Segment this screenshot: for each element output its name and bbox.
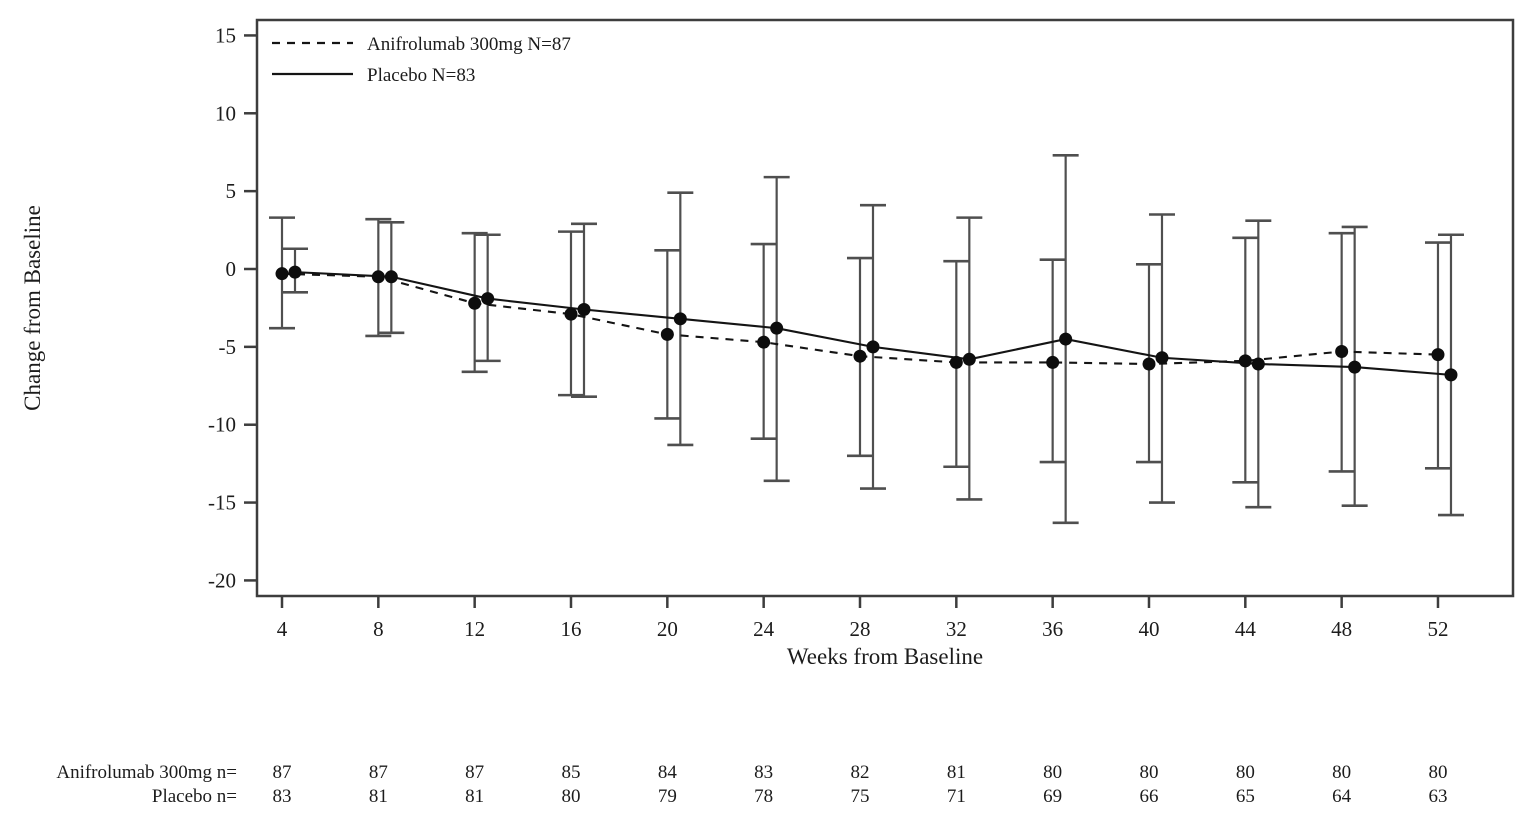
- at-risk-value: 81: [369, 786, 388, 807]
- x-axis: 4 8 12 16 20 24 28 32 36 40 44 48 52: [277, 596, 1448, 641]
- x-axis-title: Weeks from Baseline: [787, 644, 983, 669]
- at-risk-value: 66: [1139, 786, 1158, 807]
- plot-frame: [255, 18, 1515, 598]
- at-risk-value: 83: [273, 786, 292, 807]
- at-risk-value: 80: [1332, 762, 1351, 783]
- at-risk-value: 71: [947, 786, 966, 807]
- x-tick-label: 48: [1331, 617, 1352, 641]
- at-risk-value: 83: [754, 762, 773, 783]
- x-tick-label: 52: [1427, 617, 1448, 641]
- data-point: [1251, 357, 1265, 371]
- data-point: [1142, 357, 1156, 371]
- data-point: [660, 327, 674, 341]
- data-point: [757, 335, 771, 349]
- data-point: [1238, 354, 1252, 368]
- x-tick-label: 8: [373, 617, 384, 641]
- at-risk-value: 81: [465, 786, 484, 807]
- at-risk-table: Anifrolumab 300mg n= 87 87 87 85 84 83 82 81 80 80…: [56, 762, 1447, 807]
- at-risk-value: 79: [658, 786, 677, 807]
- legend: Anifrolumab 300mg N=87 Placebo N=83: [272, 34, 571, 86]
- x-tick-label: 44: [1235, 617, 1257, 641]
- at-risk-value: 80: [1236, 762, 1255, 783]
- legend-label: Placebo N=83: [367, 65, 475, 86]
- y-tick-label: -10: [208, 413, 236, 437]
- data-point: [1046, 355, 1060, 369]
- data-point: [949, 355, 963, 369]
- x-tick-label: 12: [464, 617, 485, 641]
- x-tick-label: 40: [1138, 617, 1159, 641]
- data-point: [673, 312, 687, 326]
- data-point: [1155, 351, 1169, 365]
- x-tick-label: 28: [849, 617, 870, 641]
- x-tick-label: 4: [277, 617, 288, 641]
- at-risk-value: 80: [1139, 762, 1158, 783]
- y-tick-label: -20: [208, 568, 236, 592]
- at-risk-value: 84: [658, 762, 678, 783]
- at-risk-value: 87: [465, 762, 484, 783]
- at-risk-value: 80: [1043, 762, 1062, 783]
- x-tick-label: 16: [560, 617, 581, 641]
- at-risk-value: 64: [1332, 786, 1352, 807]
- legend-label: Anifrolumab 300mg N=87: [367, 34, 571, 55]
- y-tick-label: -5: [219, 335, 237, 359]
- at-risk-value: 80: [1428, 762, 1447, 783]
- x-tick-label: 20: [657, 617, 678, 641]
- y-tick-label: -15: [208, 491, 236, 515]
- at-risk-value: 75: [850, 786, 869, 807]
- data-point: [288, 265, 302, 279]
- error-bars-placebo: [282, 154, 1464, 525]
- data-point: [770, 321, 784, 335]
- markers-placebo: [288, 265, 1458, 382]
- data-point: [275, 267, 289, 281]
- data-point: [1431, 348, 1445, 362]
- data-point: [384, 270, 398, 284]
- data-point: [866, 340, 880, 354]
- data-point: [1335, 345, 1349, 359]
- markers-anifrolumab: [275, 267, 1445, 371]
- at-risk-value: 81: [947, 762, 966, 783]
- data-point: [962, 352, 976, 366]
- x-tick-label: 24: [753, 617, 775, 641]
- y-tick-label: 15: [215, 23, 236, 47]
- data-point: [371, 270, 385, 284]
- data-point: [468, 296, 482, 310]
- data-point: [1348, 360, 1362, 374]
- y-tick-label: 0: [226, 257, 237, 281]
- data-point: [1444, 368, 1458, 382]
- at-risk-value: 78: [754, 786, 773, 807]
- data-point: [564, 307, 578, 321]
- at-risk-row-label: Placebo n=: [152, 786, 237, 807]
- y-axis: 15 10 5 0 -5 -10 -15 -20: [208, 23, 257, 592]
- at-risk-value: 65: [1236, 786, 1255, 807]
- at-risk-value: 82: [850, 762, 869, 783]
- data-point: [577, 302, 591, 316]
- x-tick-label: 32: [946, 617, 967, 641]
- at-risk-value: 87: [273, 762, 292, 783]
- y-axis-title: Change from Baseline: [20, 205, 45, 411]
- y-tick-label: 10: [215, 101, 236, 125]
- data-point: [1059, 332, 1073, 346]
- data-point: [481, 292, 495, 306]
- at-risk-value: 85: [561, 762, 580, 783]
- data-point: [853, 349, 867, 363]
- at-risk-value: 87: [369, 762, 388, 783]
- y-tick-label: 5: [226, 179, 237, 203]
- at-risk-row-label: Anifrolumab 300mg n=: [56, 762, 237, 783]
- x-tick-label: 36: [1042, 617, 1063, 641]
- at-risk-value: 69: [1043, 786, 1062, 807]
- at-risk-value: 63: [1428, 786, 1447, 807]
- at-risk-value: 80: [561, 786, 580, 807]
